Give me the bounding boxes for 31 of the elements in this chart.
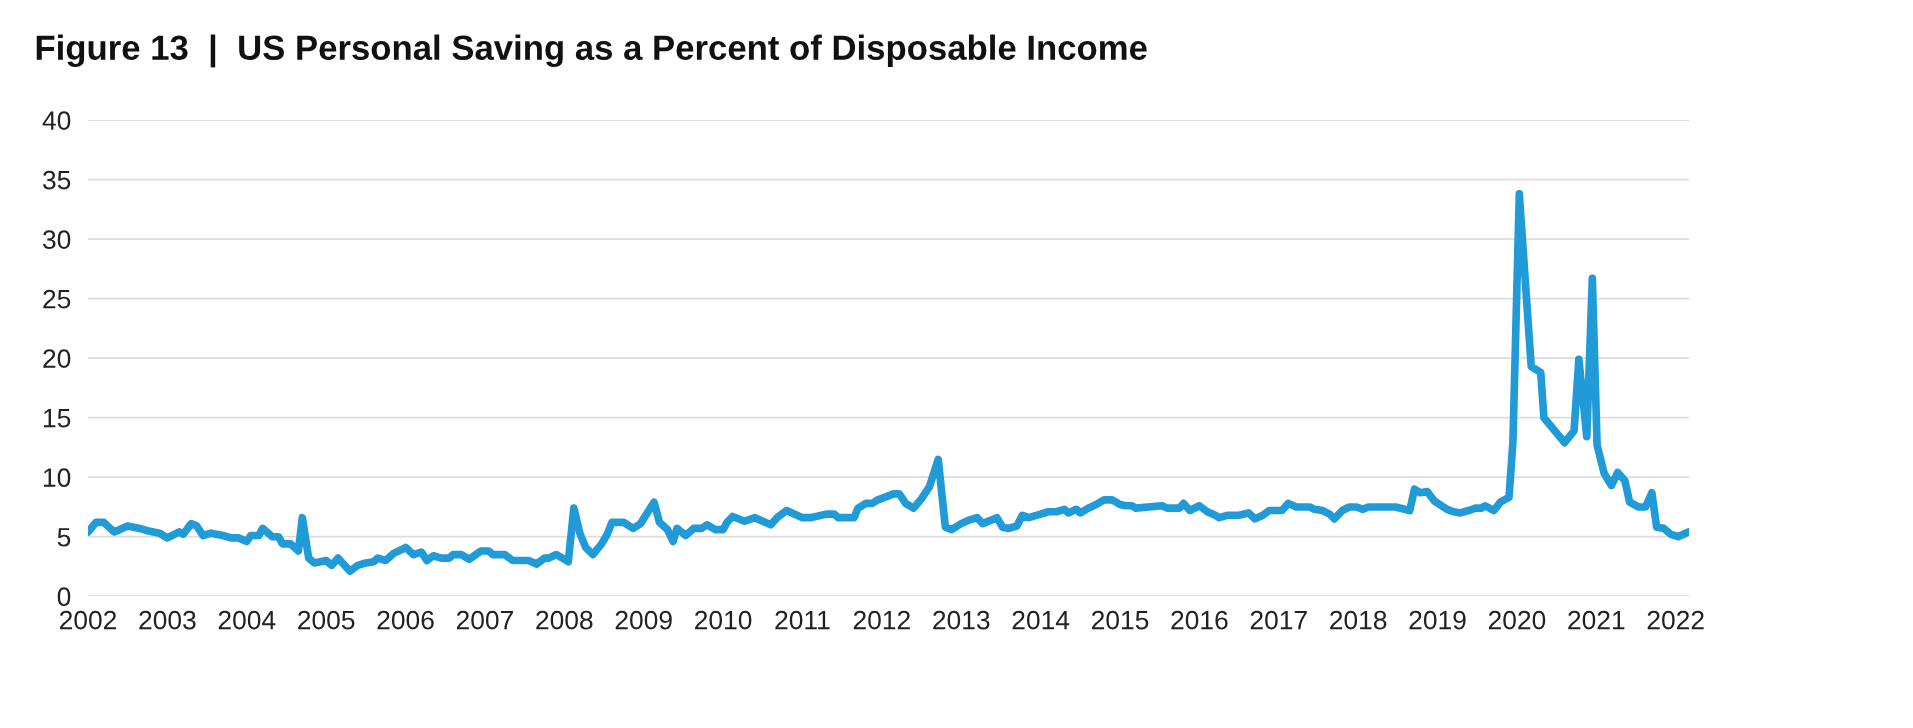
- y-tick-label: 20: [43, 349, 71, 368]
- x-tick-label: 2011: [775, 610, 830, 630]
- x-tick-label: 2016: [1171, 610, 1228, 630]
- y-tick-label: 0: [57, 587, 71, 607]
- y-tick-label: 5: [57, 528, 71, 547]
- x-tick-label: 2020: [1488, 610, 1546, 630]
- chart-title: Figure 13 | US Personal Saving as a Percent of Disposable Income: [36, 34, 1147, 68]
- y-tick-label: 35: [42, 170, 71, 190]
- x-tick-label: 2019: [1409, 610, 1466, 630]
- x-tick-label: 2009: [615, 610, 672, 630]
- y-tick-label: 40: [42, 111, 71, 130]
- y-tick-label: 30: [42, 230, 71, 249]
- x-tick-label: 2005: [298, 610, 355, 630]
- x-tick-label: 2003: [139, 610, 196, 630]
- x-tick-label: 2017: [1250, 610, 1307, 630]
- x-tick-label: 2007: [456, 610, 513, 630]
- x-tick-label: 2013: [933, 610, 990, 630]
- x-tick-label: 2015: [1091, 610, 1149, 630]
- x-tick-label: 2002: [59, 610, 117, 630]
- x-tick-label: 2008: [536, 610, 593, 630]
- x-tick-label: 2014: [1012, 610, 1070, 630]
- x-tick-label: 2021: [1568, 610, 1625, 630]
- x-tick-label: 2004: [218, 610, 276, 630]
- x-tick-label: 2006: [377, 610, 434, 630]
- y-tick-label: 15: [43, 409, 71, 428]
- y-tick-label: 25: [43, 289, 71, 309]
- x-tick-label: 2018: [1330, 610, 1387, 630]
- x-tick-label: 2012: [853, 610, 910, 630]
- x-tick-label: 2022: [1647, 610, 1704, 630]
- y-tick-label: 10: [43, 468, 71, 488]
- x-tick-label: 2010: [695, 610, 752, 630]
